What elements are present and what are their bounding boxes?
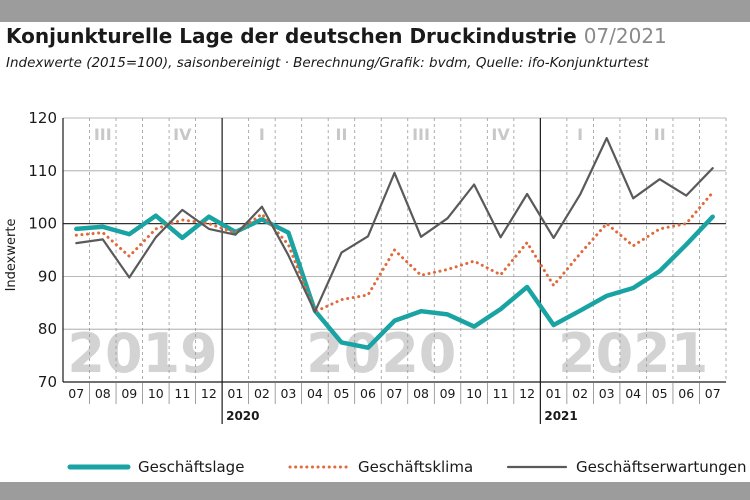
x-tick-label-24: 07: [705, 386, 721, 401]
y-tick-label-100: 100: [28, 215, 57, 233]
title-text: Konjunkturelle Lage der deutschen Drucki…: [6, 24, 577, 48]
legend-label-1: Geschäftsklima: [358, 458, 473, 476]
year-label-2020: 2020: [226, 409, 259, 423]
x-tick-label-22: 05: [652, 386, 668, 401]
x-tick-label-23: 06: [678, 386, 694, 401]
series-line-0: [74, 213, 715, 350]
x-tick-label-2: 09: [121, 386, 137, 401]
chart-title: Konjunkturelle Lage der deutschen Drucki…: [6, 24, 667, 48]
x-tick-label-13: 08: [413, 386, 429, 401]
x-tick-label-12: 07: [387, 386, 403, 401]
quarter-label-1: IV: [173, 125, 192, 144]
quarter-label-0: III: [94, 125, 112, 144]
x-tick-label-17: 12: [519, 386, 535, 401]
x-tick-label-9: 04: [307, 386, 323, 401]
x-tick-label-16: 11: [493, 386, 509, 401]
year-label-2021: 2021: [544, 409, 577, 423]
quarter-label-7: II: [654, 125, 666, 144]
x-tick-label-18: 01: [546, 386, 562, 401]
background-year-2021: 2021: [558, 322, 708, 385]
x-tick-label-15: 10: [466, 386, 482, 401]
legend-label-0: Geschäftslage: [138, 458, 244, 476]
x-tick-label-11: 06: [360, 386, 376, 401]
x-tick-label-6: 01: [227, 386, 243, 401]
x-tick-label-8: 03: [280, 386, 296, 401]
x-tick-label-21: 04: [625, 386, 641, 401]
x-tick-label-10: 05: [334, 386, 350, 401]
y-tick-label-110: 110: [28, 162, 57, 180]
legend-label-2: Geschäftserwartungen: [576, 458, 747, 476]
x-tick-label-3: 10: [148, 386, 164, 401]
y-tick-label-80: 80: [38, 320, 57, 338]
x-tick-label-4: 11: [174, 386, 190, 401]
quarter-label-5: IV: [491, 125, 510, 144]
y-tick-label-120: 120: [28, 109, 57, 127]
top-band: [0, 0, 750, 22]
y-axis-title: Indexwerte: [4, 219, 19, 292]
quarter-label-4: III: [412, 125, 430, 144]
y-tick-label-90: 90: [38, 267, 57, 285]
x-tick-label-19: 02: [572, 386, 588, 401]
x-tick-label-5: 12: [201, 386, 217, 401]
x-tick-label-14: 09: [440, 386, 456, 401]
x-tick-label-0: 07: [68, 386, 84, 401]
y-tick-label-70: 70: [38, 373, 57, 391]
x-tick-label-20: 03: [599, 386, 615, 401]
title-date: 07/2021: [583, 24, 667, 48]
series-line-2: [75, 137, 714, 313]
x-tick-label-7: 02: [254, 386, 270, 401]
x-tick-label-1: 08: [95, 386, 111, 401]
quarter-label-2: I: [259, 125, 265, 144]
quarter-label-3: II: [336, 125, 348, 144]
quarter-label-6: I: [577, 125, 583, 144]
chart-subtitle: Indexwerte (2015=100), saisonbereinigt ·…: [6, 55, 649, 71]
series-line-1: [74, 190, 715, 314]
bottom-band: [0, 482, 750, 500]
